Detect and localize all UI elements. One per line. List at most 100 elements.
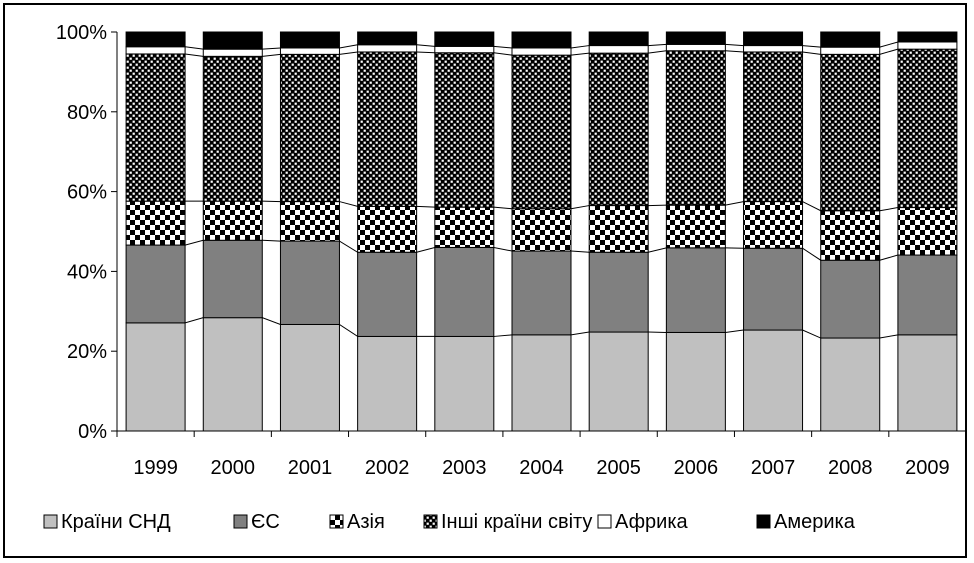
bar-segment-1999-0	[125, 322, 186, 432]
y-tick-label: 100%	[56, 22, 107, 44]
legend-swatch-1	[233, 514, 248, 529]
bar-segment-2003-5	[434, 31, 495, 47]
bar-segment-2007-5	[743, 31, 804, 47]
bar-segment-2007-1	[743, 247, 804, 331]
bar-segment-2004-1	[511, 250, 572, 336]
y-tick-label: 40%	[67, 261, 107, 283]
bar-segment-2008-0	[820, 337, 881, 432]
bar-segment-2004-5	[511, 31, 572, 49]
bar-segment-2005-0	[588, 331, 649, 432]
legend: Країни СНД ЄС Азія Інші країни світу Африка А…	[43, 511, 856, 533]
bar-segment-2009-5	[897, 31, 958, 43]
bar-segment-2006-4	[665, 43, 726, 52]
bar-segment-2002-1	[357, 251, 418, 337]
x-tick-label: 2002	[365, 457, 410, 479]
bar-segment-2006-1	[665, 247, 726, 333]
x-tick-label: 2006	[674, 457, 719, 479]
bar-segment-2001-5	[279, 31, 340, 49]
tick-labels: 0% 20% 40% 60% 80% 100% 1999 2000 2001 2002 2003 20…	[56, 22, 950, 479]
bar-segment-2006-0	[665, 331, 726, 432]
x-tick-label: 2004	[519, 457, 564, 479]
bar-segment-1999-3	[125, 53, 186, 202]
legend-swatch-4	[597, 514, 612, 529]
bar-segment-2009-3	[897, 48, 958, 209]
bar-segment-2002-3	[357, 51, 418, 207]
bar-segment-2008-3	[820, 53, 881, 212]
legend-label-2: Азія	[347, 511, 385, 533]
bar-segment-2008-1	[820, 259, 881, 339]
bar-segments	[125, 31, 958, 432]
bar-segment-2002-5	[357, 31, 418, 46]
bar-segment-2008-4	[820, 46, 881, 55]
x-tick-label: 2007	[751, 457, 796, 479]
legend-label-0: Країни СНД	[61, 511, 171, 533]
bar-segment-2000-0	[202, 317, 263, 432]
x-tick-label: 2001	[288, 457, 333, 479]
bar-segment-2001-0	[279, 323, 340, 432]
bar-segment-2007-2	[743, 201, 804, 249]
bar-segment-2003-4	[434, 45, 495, 54]
bar-segment-2005-1	[588, 251, 649, 333]
legend-swatch-0	[43, 514, 58, 529]
bar-segment-2009-1	[897, 254, 958, 336]
bar-segment-2001-4	[279, 47, 340, 55]
bar-segment-2008-5	[820, 31, 881, 48]
bar-segment-2002-2	[357, 205, 418, 253]
bar-segment-2000-5	[202, 31, 263, 50]
bar-segment-2004-3	[511, 54, 572, 210]
legend-swatch-2	[329, 514, 344, 529]
bar-segment-2000-2	[202, 200, 263, 241]
bar-segment-2002-4	[357, 44, 418, 53]
bar-segment-2005-2	[588, 205, 649, 253]
legend-label-3: Інші країни світу	[441, 511, 592, 533]
bar-segment-2002-0	[357, 335, 418, 432]
bar-segment-2009-2	[897, 207, 958, 256]
bar-segment-2004-0	[511, 334, 572, 432]
bar-segment-2007-4	[743, 45, 804, 53]
bar-segment-2000-3	[202, 55, 263, 202]
bar-segment-2004-2	[511, 208, 572, 252]
bar-segment-2006-3	[665, 50, 726, 206]
legend-label-4: Африка	[615, 511, 689, 533]
legend-swatch-3	[423, 514, 438, 529]
x-tick-label: 2009	[905, 457, 950, 479]
bar-segment-2006-2	[665, 204, 726, 249]
x-tick-label: 2000	[211, 457, 256, 479]
legend-label-1: ЄС	[251, 511, 280, 533]
bar-segment-2005-4	[588, 45, 649, 54]
bar-segment-2003-1	[434, 246, 495, 337]
bar-segment-1999-1	[125, 244, 186, 324]
bar-segment-1999-2	[125, 200, 186, 246]
legend-label-5: Америка	[774, 511, 856, 533]
axes	[111, 31, 967, 437]
legend-swatch-5	[756, 514, 771, 529]
bar-segment-2003-2	[434, 206, 495, 248]
bar-segment-1999-4	[125, 46, 186, 55]
y-tick-label: 0%	[78, 421, 107, 443]
bar-segment-2005-5	[588, 31, 649, 47]
bar-segment-2009-4	[897, 41, 958, 50]
bar-segment-2006-5	[665, 31, 726, 45]
bar-segment-2007-3	[743, 51, 804, 203]
bar-segment-2001-2	[279, 201, 340, 242]
bar-segment-2009-0	[897, 334, 958, 432]
y-tick-label: 20%	[67, 341, 107, 363]
bar-segment-2000-1	[202, 239, 263, 319]
bar-segment-2007-0	[743, 329, 804, 432]
y-tick-label: 80%	[67, 102, 107, 124]
bar-segment-2003-3	[434, 52, 495, 208]
bar-segment-2008-2	[820, 210, 881, 261]
bar-segment-2005-3	[588, 52, 649, 207]
bar-segment-2004-4	[511, 47, 572, 56]
bar-segment-1999-5	[125, 31, 186, 48]
x-tick-label: 2008	[828, 457, 873, 479]
x-tick-label: 2003	[442, 457, 487, 479]
bar-segment-2003-0	[434, 335, 495, 432]
bar-segment-2000-4	[202, 48, 263, 57]
y-tick-label: 60%	[67, 182, 107, 204]
x-tick-label: 1999	[133, 457, 178, 479]
x-tick-label: 2005	[596, 457, 641, 479]
bar-segment-2001-1	[279, 240, 340, 325]
bar-segment-2001-3	[279, 53, 340, 203]
